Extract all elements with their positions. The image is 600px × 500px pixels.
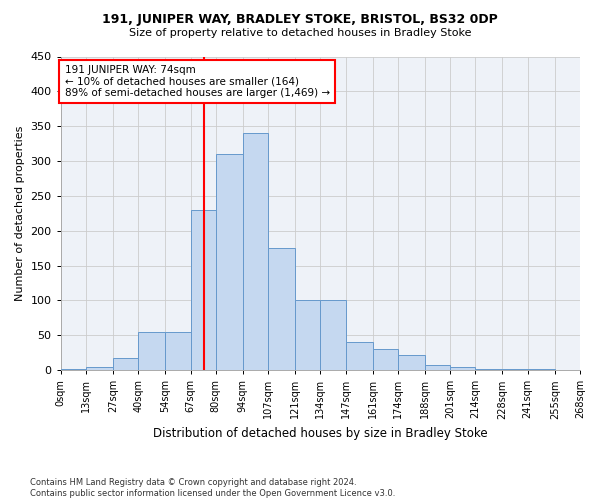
Bar [295,300,320,370]
Bar [61,368,86,370]
X-axis label: Distribution of detached houses by size in Bradley Stoke: Distribution of detached houses by size … [153,427,488,440]
Bar [191,210,216,370]
Bar [373,349,398,370]
Bar [216,154,243,370]
Bar [320,300,346,370]
Bar [113,358,138,370]
Bar [166,332,191,370]
Bar [346,342,373,370]
Bar [475,368,502,370]
Text: 191, JUNIPER WAY, BRADLEY STOKE, BRISTOL, BS32 0DP: 191, JUNIPER WAY, BRADLEY STOKE, BRISTOL… [102,12,498,26]
Bar [138,332,166,370]
Bar [268,248,295,370]
Bar [425,364,450,370]
Bar [502,368,527,370]
Bar [243,133,268,370]
Bar [450,366,475,370]
Text: Contains HM Land Registry data © Crown copyright and database right 2024.
Contai: Contains HM Land Registry data © Crown c… [30,478,395,498]
Y-axis label: Number of detached properties: Number of detached properties [15,126,25,301]
Text: 191 JUNIPER WAY: 74sqm
← 10% of detached houses are smaller (164)
89% of semi-de: 191 JUNIPER WAY: 74sqm ← 10% of detached… [65,65,330,98]
Bar [86,366,113,370]
Bar [398,355,425,370]
Text: Size of property relative to detached houses in Bradley Stoke: Size of property relative to detached ho… [129,28,471,38]
